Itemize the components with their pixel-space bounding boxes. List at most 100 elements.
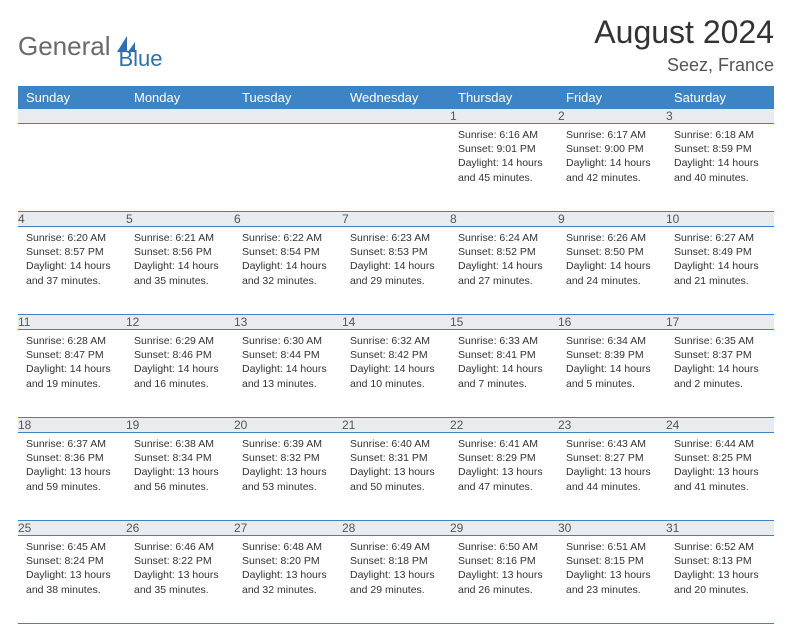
sunrise-line: Sunrise: 6:44 AM xyxy=(674,437,766,451)
sunset-line: Sunset: 8:56 PM xyxy=(134,245,226,259)
day-details: Sunrise: 6:50 AMSunset: 8:16 PMDaylight:… xyxy=(450,536,558,603)
day-number: 9 xyxy=(558,212,666,227)
day-number: 18 xyxy=(18,418,126,433)
daylight-line: Daylight: 13 hours and 38 minutes. xyxy=(26,568,118,596)
sunrise-line: Sunrise: 6:40 AM xyxy=(350,437,442,451)
day-number: 19 xyxy=(126,418,234,433)
day-details: Sunrise: 6:32 AMSunset: 8:42 PMDaylight:… xyxy=(342,330,450,397)
sunset-line: Sunset: 8:16 PM xyxy=(458,554,550,568)
sunrise-line: Sunrise: 6:38 AM xyxy=(134,437,226,451)
daylight-line: Daylight: 13 hours and 32 minutes. xyxy=(242,568,334,596)
day-details: Sunrise: 6:40 AMSunset: 8:31 PMDaylight:… xyxy=(342,433,450,500)
sunset-line: Sunset: 8:27 PM xyxy=(566,451,658,465)
day-cell: Sunrise: 6:21 AMSunset: 8:56 PMDaylight:… xyxy=(126,227,234,315)
daylight-line: Daylight: 13 hours and 26 minutes. xyxy=(458,568,550,596)
sunset-line: Sunset: 8:34 PM xyxy=(134,451,226,465)
day-cell: Sunrise: 6:45 AMSunset: 8:24 PMDaylight:… xyxy=(18,536,126,624)
daylight-line: Daylight: 14 hours and 2 minutes. xyxy=(674,362,766,390)
weekday-header: Thursday xyxy=(450,86,558,109)
daylight-line: Daylight: 14 hours and 32 minutes. xyxy=(242,259,334,287)
sunset-line: Sunset: 9:01 PM xyxy=(458,142,550,156)
day-number: 5 xyxy=(126,212,234,227)
day-number: 27 xyxy=(234,521,342,536)
sunset-line: Sunset: 8:32 PM xyxy=(242,451,334,465)
day-details: Sunrise: 6:49 AMSunset: 8:18 PMDaylight:… xyxy=(342,536,450,603)
sunrise-line: Sunrise: 6:37 AM xyxy=(26,437,118,451)
day-details: Sunrise: 6:27 AMSunset: 8:49 PMDaylight:… xyxy=(666,227,774,294)
daylight-line: Daylight: 13 hours and 56 minutes. xyxy=(134,465,226,493)
day-number: 6 xyxy=(234,212,342,227)
daylight-line: Daylight: 13 hours and 50 minutes. xyxy=(350,465,442,493)
day-details: Sunrise: 6:21 AMSunset: 8:56 PMDaylight:… xyxy=(126,227,234,294)
calendar-head: SundayMondayTuesdayWednesdayThursdayFrid… xyxy=(18,86,774,109)
day-cell: Sunrise: 6:32 AMSunset: 8:42 PMDaylight:… xyxy=(342,330,450,418)
day-cell: Sunrise: 6:46 AMSunset: 8:22 PMDaylight:… xyxy=(126,536,234,624)
day-details: Sunrise: 6:39 AMSunset: 8:32 PMDaylight:… xyxy=(234,433,342,500)
day-details: Sunrise: 6:22 AMSunset: 8:54 PMDaylight:… xyxy=(234,227,342,294)
day-details: Sunrise: 6:30 AMSunset: 8:44 PMDaylight:… xyxy=(234,330,342,397)
day-cell: Sunrise: 6:52 AMSunset: 8:13 PMDaylight:… xyxy=(666,536,774,624)
sunrise-line: Sunrise: 6:52 AM xyxy=(674,540,766,554)
logo: General Blue xyxy=(18,14,163,72)
daylight-line: Daylight: 14 hours and 10 minutes. xyxy=(350,362,442,390)
day-number: 24 xyxy=(666,418,774,433)
location: Seez, France xyxy=(594,55,774,76)
sunset-line: Sunset: 8:49 PM xyxy=(674,245,766,259)
daylight-line: Daylight: 13 hours and 59 minutes. xyxy=(26,465,118,493)
day-number: 11 xyxy=(18,315,126,330)
sunset-line: Sunset: 8:31 PM xyxy=(350,451,442,465)
day-cell: Sunrise: 6:20 AMSunset: 8:57 PMDaylight:… xyxy=(18,227,126,315)
weekday-header: Tuesday xyxy=(234,86,342,109)
weekday-header: Wednesday xyxy=(342,86,450,109)
daylight-line: Daylight: 13 hours and 23 minutes. xyxy=(566,568,658,596)
weekday-header: Sunday xyxy=(18,86,126,109)
sunset-line: Sunset: 8:41 PM xyxy=(458,348,550,362)
day-number xyxy=(342,109,450,124)
logo-word-2: Blue xyxy=(119,46,163,72)
calendar-table: SundayMondayTuesdayWednesdayThursdayFrid… xyxy=(18,86,774,624)
day-number: 17 xyxy=(666,315,774,330)
sunset-line: Sunset: 8:13 PM xyxy=(674,554,766,568)
sunrise-line: Sunrise: 6:29 AM xyxy=(134,334,226,348)
day-details: Sunrise: 6:51 AMSunset: 8:15 PMDaylight:… xyxy=(558,536,666,603)
daylight-line: Daylight: 14 hours and 37 minutes. xyxy=(26,259,118,287)
day-cell: Sunrise: 6:38 AMSunset: 8:34 PMDaylight:… xyxy=(126,433,234,521)
day-details: Sunrise: 6:24 AMSunset: 8:52 PMDaylight:… xyxy=(450,227,558,294)
day-cell: Sunrise: 6:39 AMSunset: 8:32 PMDaylight:… xyxy=(234,433,342,521)
sunset-line: Sunset: 8:50 PM xyxy=(566,245,658,259)
day-number: 7 xyxy=(342,212,450,227)
day-details: Sunrise: 6:35 AMSunset: 8:37 PMDaylight:… xyxy=(666,330,774,397)
day-number xyxy=(126,109,234,124)
sunset-line: Sunset: 8:47 PM xyxy=(26,348,118,362)
sunrise-line: Sunrise: 6:32 AM xyxy=(350,334,442,348)
daylight-line: Daylight: 14 hours and 21 minutes. xyxy=(674,259,766,287)
sunset-line: Sunset: 8:52 PM xyxy=(458,245,550,259)
daylight-line: Daylight: 13 hours and 20 minutes. xyxy=(674,568,766,596)
sunset-line: Sunset: 8:25 PM xyxy=(674,451,766,465)
sunrise-line: Sunrise: 6:39 AM xyxy=(242,437,334,451)
day-details: Sunrise: 6:45 AMSunset: 8:24 PMDaylight:… xyxy=(18,536,126,603)
sunset-line: Sunset: 8:15 PM xyxy=(566,554,658,568)
sunset-line: Sunset: 8:57 PM xyxy=(26,245,118,259)
sunrise-line: Sunrise: 6:33 AM xyxy=(458,334,550,348)
day-number: 23 xyxy=(558,418,666,433)
header: General Blue August 2024 Seez, France xyxy=(18,14,774,76)
day-number: 10 xyxy=(666,212,774,227)
daylight-line: Daylight: 14 hours and 42 minutes. xyxy=(566,156,658,184)
sunset-line: Sunset: 8:44 PM xyxy=(242,348,334,362)
logo-word-1: General xyxy=(18,31,111,62)
day-details: Sunrise: 6:20 AMSunset: 8:57 PMDaylight:… xyxy=(18,227,126,294)
day-number: 14 xyxy=(342,315,450,330)
sunset-line: Sunset: 8:42 PM xyxy=(350,348,442,362)
day-details: Sunrise: 6:46 AMSunset: 8:22 PMDaylight:… xyxy=(126,536,234,603)
day-details: Sunrise: 6:17 AMSunset: 9:00 PMDaylight:… xyxy=(558,124,666,191)
day-details: Sunrise: 6:18 AMSunset: 8:59 PMDaylight:… xyxy=(666,124,774,191)
day-details: Sunrise: 6:33 AMSunset: 8:41 PMDaylight:… xyxy=(450,330,558,397)
sunset-line: Sunset: 8:53 PM xyxy=(350,245,442,259)
sunset-line: Sunset: 8:46 PM xyxy=(134,348,226,362)
day-cell: Sunrise: 6:50 AMSunset: 8:16 PMDaylight:… xyxy=(450,536,558,624)
day-cell: Sunrise: 6:34 AMSunset: 8:39 PMDaylight:… xyxy=(558,330,666,418)
day-cell: Sunrise: 6:35 AMSunset: 8:37 PMDaylight:… xyxy=(666,330,774,418)
day-cell: Sunrise: 6:30 AMSunset: 8:44 PMDaylight:… xyxy=(234,330,342,418)
day-cell: Sunrise: 6:49 AMSunset: 8:18 PMDaylight:… xyxy=(342,536,450,624)
